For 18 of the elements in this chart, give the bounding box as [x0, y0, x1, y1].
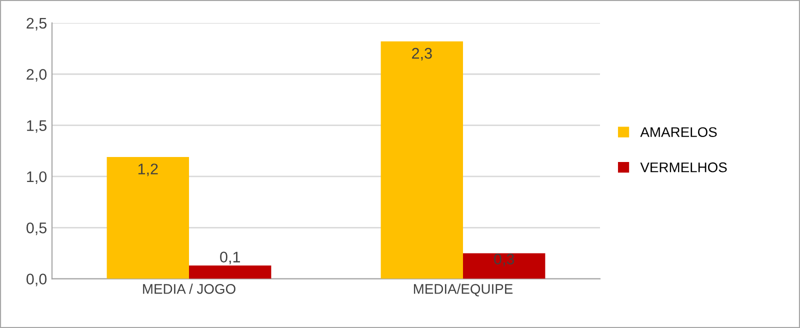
legend-label: VERMELHOS	[640, 162, 727, 172]
bar	[106, 157, 189, 279]
data-label: 0,1	[220, 252, 240, 264]
y-tick-label: 2,5	[26, 18, 46, 30]
bar	[463, 253, 546, 279]
legend-label: AMARELOS	[640, 127, 717, 138]
y-tick-label: 0,5	[26, 222, 46, 236]
x-tick-label: MEDIA / JOGO	[143, 284, 236, 294]
y-tick-label: 1,0	[27, 171, 47, 184]
y-tick-label: 2,0	[26, 68, 47, 82]
bar	[189, 265, 272, 279]
x-tick-label: MEDIA/EQUIPE	[414, 284, 513, 296]
bar	[380, 41, 463, 279]
data-label: 0,3	[494, 254, 514, 266]
y-tick-label: 1,5	[27, 120, 46, 133]
y-tick-label: 0,0	[26, 274, 47, 286]
data-label: 2,3	[412, 48, 432, 61]
data-label: 1,2	[138, 164, 158, 176]
